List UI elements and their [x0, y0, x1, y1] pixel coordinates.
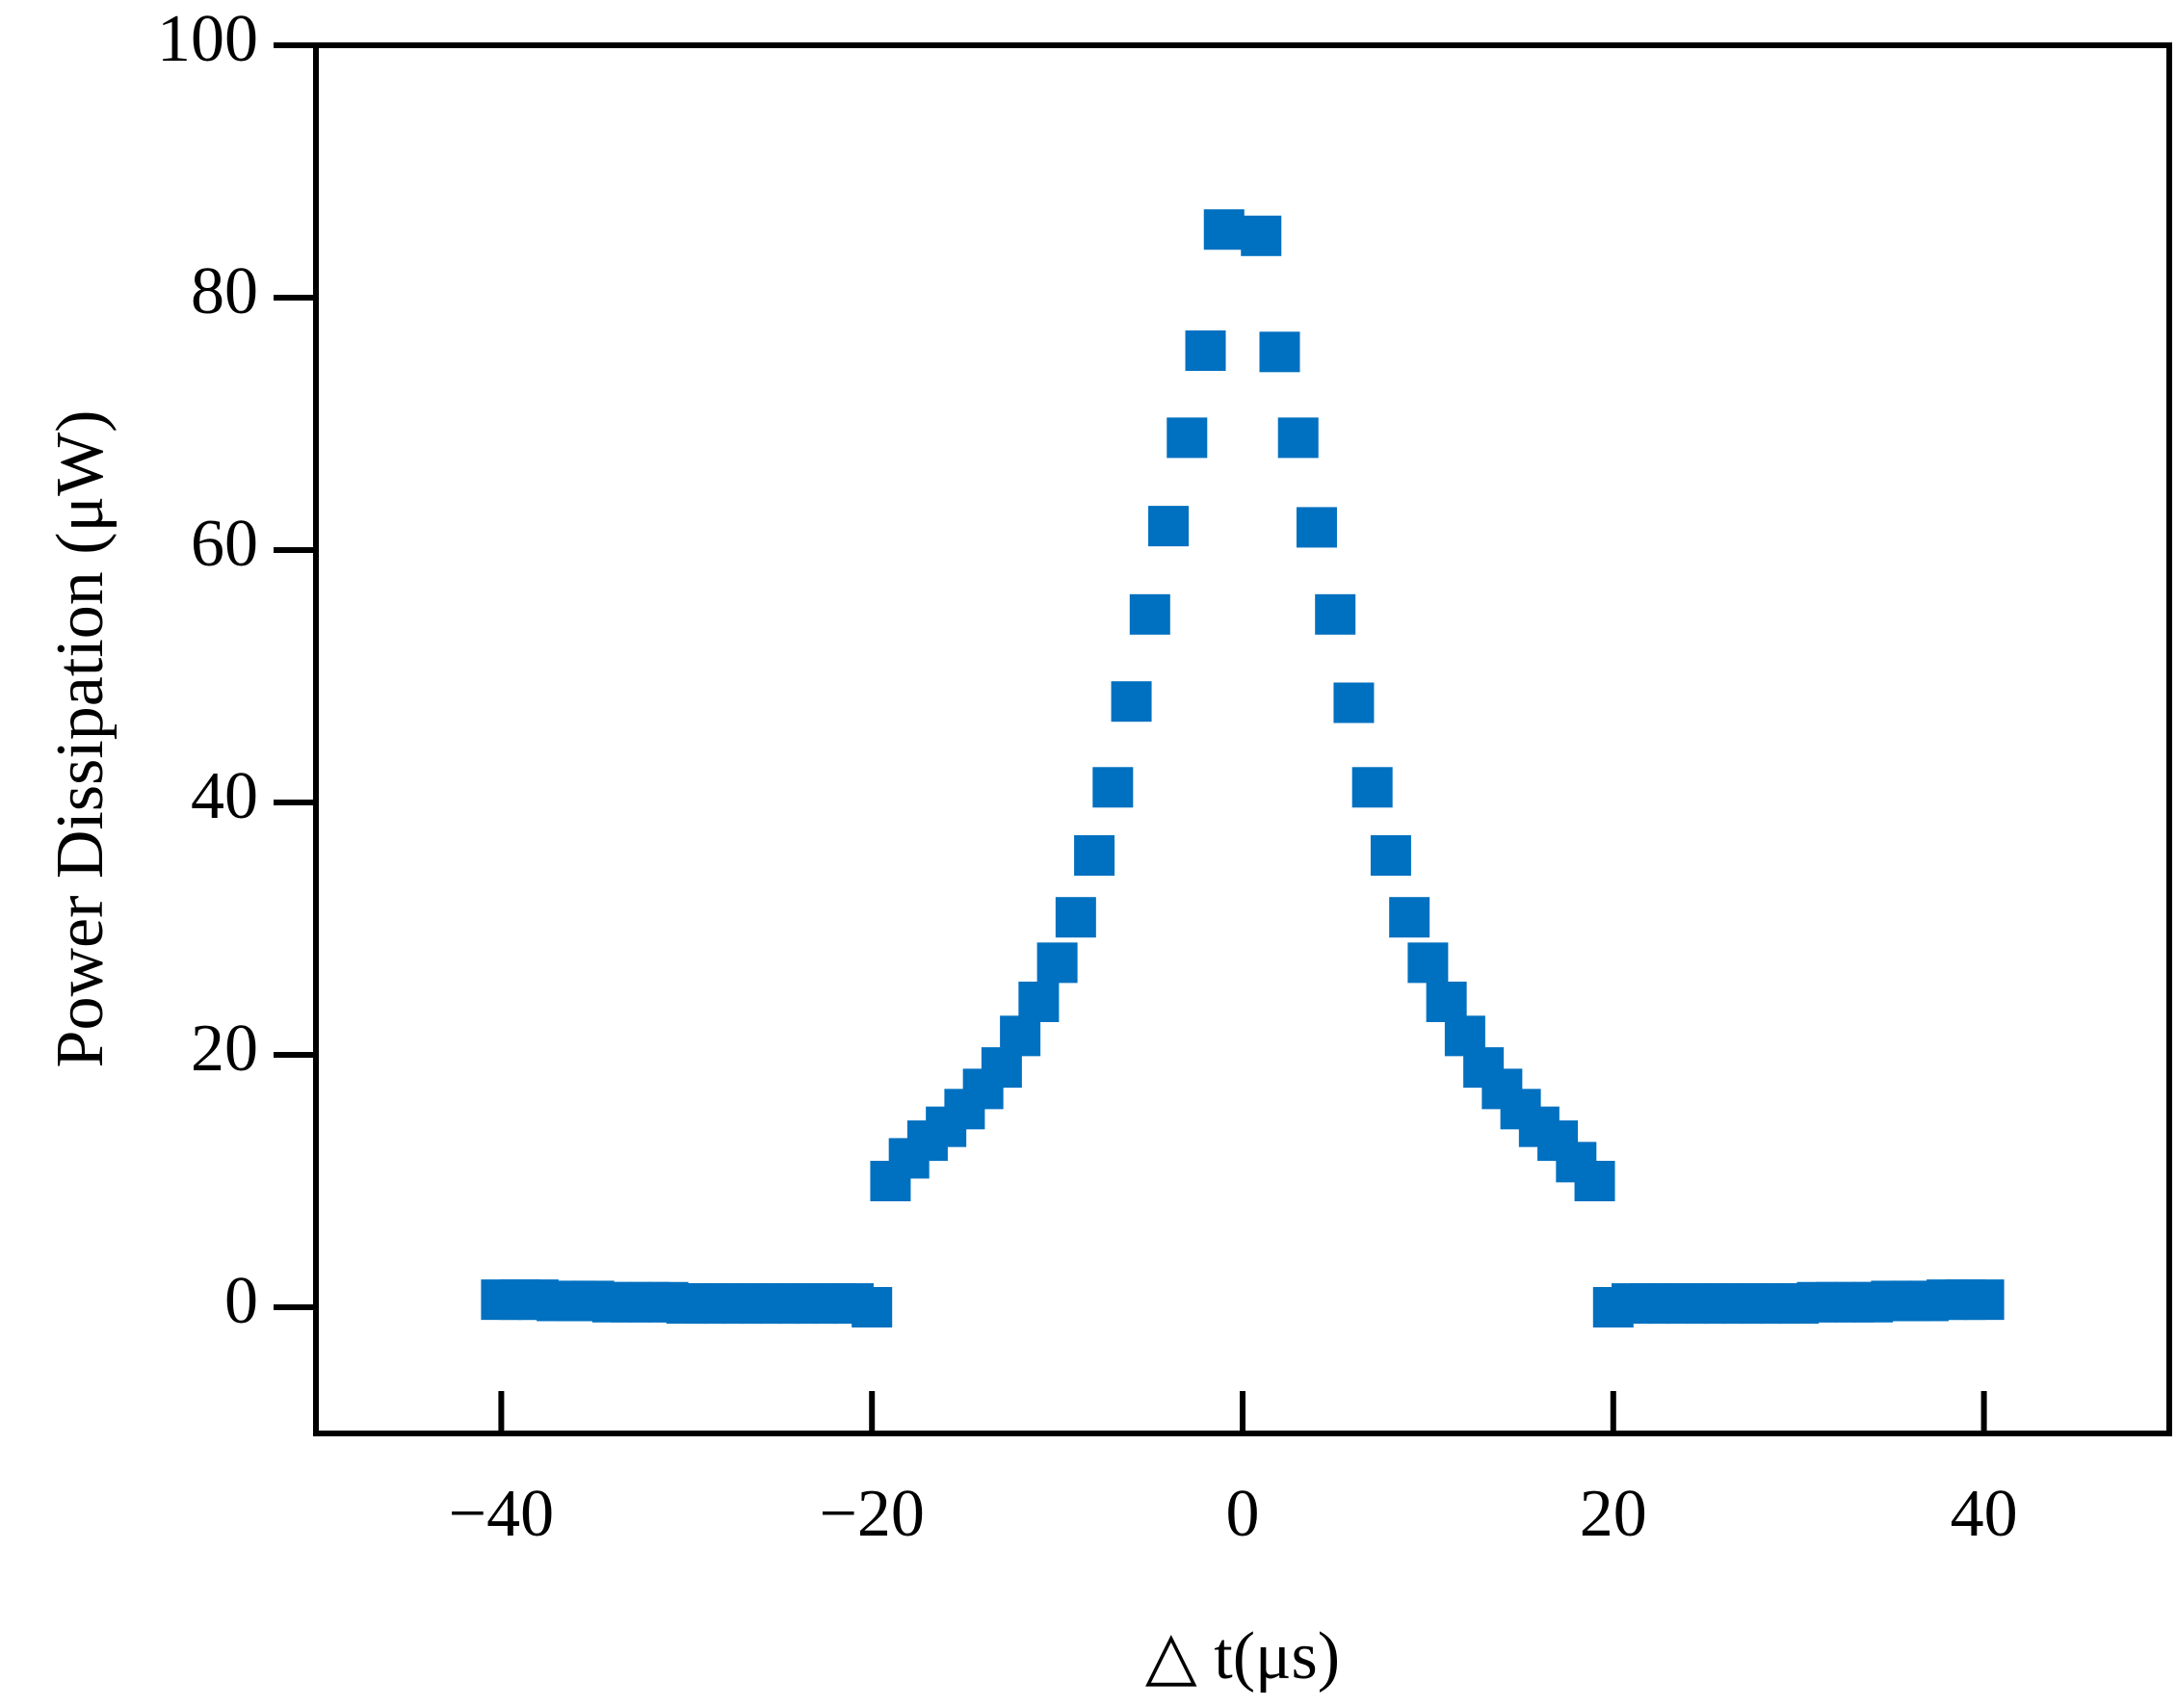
marker [1111, 681, 1152, 723]
marker [1241, 215, 1282, 256]
y-tick-label: 60 [191, 507, 258, 581]
marker [1203, 209, 1245, 250]
x-axis-label: △ t(μs) [1145, 1619, 1340, 1694]
marker [1074, 835, 1115, 877]
marker [1185, 330, 1226, 372]
x-tick-label: 20 [1580, 1477, 1647, 1551]
x-tick-label: 0 [1226, 1477, 1260, 1551]
marker [1370, 835, 1411, 877]
marker [1296, 507, 1337, 548]
marker [852, 1287, 893, 1327]
marker [1277, 417, 1319, 459]
x-tick-label: −40 [449, 1477, 554, 1551]
plot-frame [313, 42, 2172, 1436]
y-tick-label: 80 [191, 254, 258, 328]
marker [1092, 767, 1134, 808]
y-axis-label: Power Dissipation (μW) [43, 410, 118, 1068]
marker [1963, 1279, 2005, 1321]
marker [1259, 331, 1300, 373]
marker [1426, 981, 1467, 1022]
marker [1333, 682, 1375, 723]
marker [1036, 942, 1078, 984]
marker [1055, 897, 1096, 938]
x-tick-label: 40 [1951, 1477, 2018, 1551]
y-tick-label: 40 [191, 759, 258, 833]
y-tick-label: 0 [224, 1264, 258, 1338]
marker [1574, 1161, 1615, 1201]
marker [1000, 1015, 1041, 1057]
marker [1129, 593, 1170, 635]
y-tick-label: 100 [157, 2, 258, 76]
marker [1407, 942, 1449, 984]
marker [1167, 417, 1208, 459]
x-tick-label: −20 [819, 1477, 924, 1551]
marker [1018, 981, 1060, 1022]
marker [1148, 506, 1190, 547]
marker [1351, 767, 1393, 808]
y-tick-label: 20 [191, 1012, 258, 1086]
marker [1389, 897, 1430, 938]
marker [1315, 593, 1356, 635]
